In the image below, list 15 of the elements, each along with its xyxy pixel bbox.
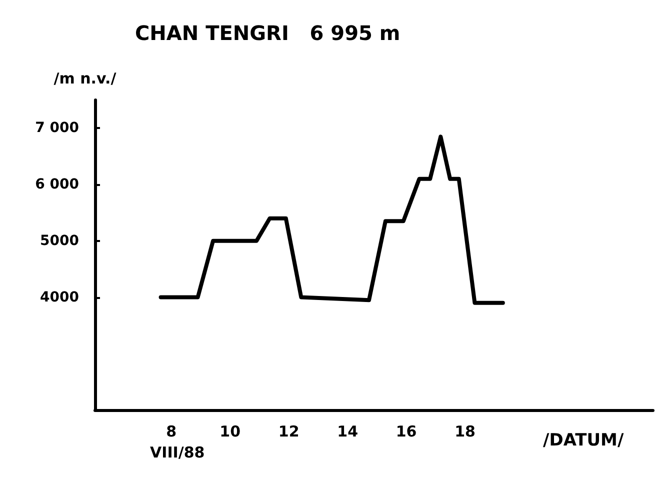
x-tick-label: 16: [396, 422, 417, 440]
y-tick-label: 4000: [40, 289, 80, 306]
chart-title: CHAN TENGRI 6 995 m: [135, 21, 400, 45]
y-tick-label: 7 000: [35, 120, 80, 136]
x-tick-label: 10: [220, 422, 241, 440]
y-tick-label: 6 000: [35, 176, 80, 193]
x-tick-label: 18: [454, 422, 476, 440]
x-tick-label: 14: [337, 422, 358, 440]
x-tick-label: 12: [278, 422, 300, 440]
line-series: [158, 134, 505, 305]
y-tick-label: 5000: [40, 232, 80, 249]
text: VIII/88: [150, 444, 205, 462]
x-tick-label: 8: [166, 422, 177, 440]
y-axis-title: /m n.v./: [54, 70, 117, 88]
x-axis-title: /DATUM/: [543, 430, 624, 450]
